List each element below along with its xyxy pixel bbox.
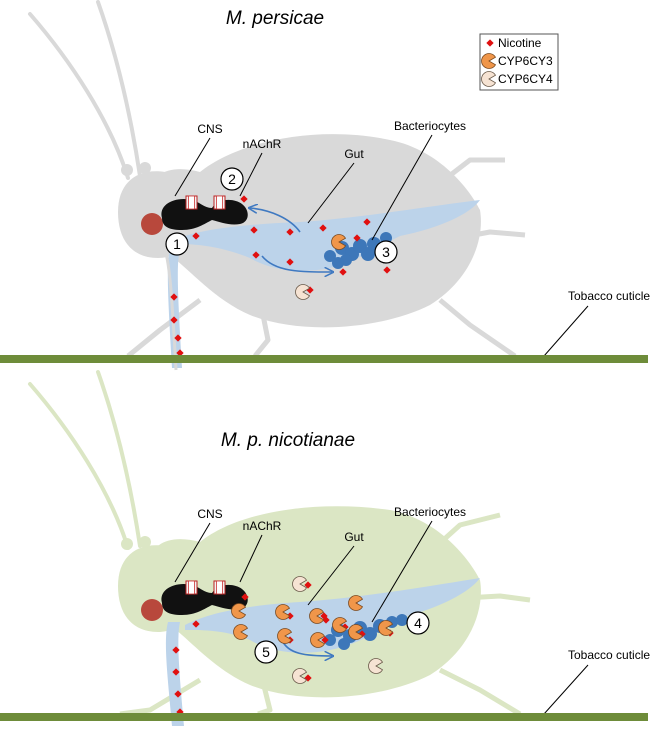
arrow-gut-to-bacteriocytes — [261, 255, 332, 272]
legend: Nicotine CYP6CY3 CYP6CY4 — [479, 33, 559, 91]
label-tobacco-cuticle: Tobacco cuticle — [568, 289, 650, 303]
tobacco-cuticle-bar — [0, 713, 648, 721]
svg-text:CYP6CY4: CYP6CY4 — [498, 72, 553, 86]
eye — [141, 213, 163, 235]
svg-text:Nicotine: Nicotine — [498, 36, 542, 50]
label-cns: CNS — [197, 507, 222, 521]
label-gut: Gut — [344, 530, 364, 544]
step-3: 3 — [374, 240, 398, 264]
panel-title: M. p. nicotianae — [221, 430, 355, 451]
label-gut: Gut — [344, 147, 364, 161]
svg-text:4: 4 — [414, 615, 422, 631]
label-bacteriocytes: Bacteriocytes — [394, 119, 466, 133]
step-1: 1 — [165, 232, 189, 256]
panel-m-p-nicotianae: M. p. nicotianae — [0, 370, 650, 726]
svg-text:2: 2 — [228, 171, 236, 187]
legend-item-cyp6cy4: CYP6CY4 — [481, 71, 553, 87]
svg-text:5: 5 — [262, 644, 270, 660]
svg-text:1: 1 — [173, 236, 181, 252]
label-cns: CNS — [197, 122, 222, 136]
label-nachr: nAChR — [243, 519, 282, 533]
gut — [185, 200, 480, 271]
eye — [141, 599, 163, 621]
svg-text:3: 3 — [382, 244, 390, 260]
legend-item-nicotine: Nicotine — [486, 36, 542, 50]
tobacco-cuticle-bar — [0, 355, 648, 363]
label-nachr: nAChR — [243, 137, 282, 151]
antennae — [28, 370, 142, 550]
antennae — [28, 0, 142, 180]
legend-item-cyp6cy3: CYP6CY3 — [481, 53, 553, 69]
panel-m-persicae: M. persicae — [0, 0, 650, 371]
gut — [185, 578, 480, 653]
label-bacteriocytes: Bacteriocytes — [394, 505, 466, 519]
step-4: 4 — [406, 611, 430, 635]
step-5: 5 — [254, 640, 278, 664]
arrow-gut-to-cns — [250, 208, 301, 233]
label-tobacco-cuticle: Tobacco cuticle — [568, 648, 650, 662]
step-2: 2 — [220, 167, 244, 191]
bacteriocytes — [324, 232, 392, 269]
panel-title: M. persicae — [226, 8, 324, 29]
svg-text:CYP6CY3: CYP6CY3 — [498, 54, 553, 68]
legs — [126, 157, 526, 359]
